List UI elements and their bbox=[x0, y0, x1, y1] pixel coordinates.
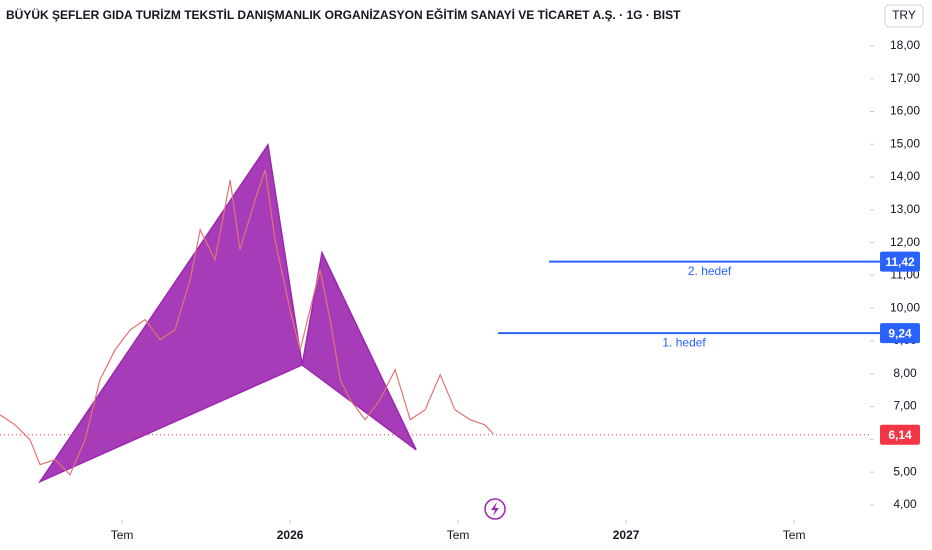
target-badge bbox=[880, 251, 920, 272]
last-price-label: 6,14 bbox=[888, 428, 912, 442]
y-tick-label: 5,00 bbox=[893, 464, 917, 478]
chart-title: BÜYÜK ŞEFLER GIDA TURİZM TEKSTİL DANIŞMA… bbox=[6, 7, 681, 22]
y-tick-label: 8,00 bbox=[893, 366, 917, 380]
y-tick-label: 4,00 bbox=[893, 497, 917, 511]
target-label: 1. hedef bbox=[662, 335, 706, 349]
y-tick-label: 13,00 bbox=[890, 202, 920, 216]
y-tick-label: 12,00 bbox=[890, 235, 920, 249]
y-tick-label: 15,00 bbox=[890, 136, 920, 150]
x-tick-label: Tem bbox=[783, 528, 806, 542]
x-tick-label: Tem bbox=[111, 528, 134, 542]
x-tick-label: Tem bbox=[447, 528, 470, 542]
pattern-triangle bbox=[301, 250, 417, 451]
y-tick-label: 7,00 bbox=[893, 399, 917, 413]
last-price-badge bbox=[880, 424, 920, 445]
target-badge bbox=[880, 323, 920, 344]
currency-label[interactable]: TRY bbox=[892, 8, 916, 22]
target-value-label: 9,24 bbox=[888, 326, 912, 340]
y-tick-label: 18,00 bbox=[890, 38, 920, 52]
x-tick-label: 2027 bbox=[613, 528, 640, 542]
target-label: 2. hedef bbox=[688, 264, 732, 278]
target-value-label: 11,42 bbox=[885, 255, 915, 269]
y-tick-label: 10,00 bbox=[890, 300, 920, 314]
y-tick-label: 14,00 bbox=[890, 169, 920, 183]
currency-button[interactable] bbox=[884, 4, 924, 28]
x-tick-label: 2026 bbox=[277, 528, 304, 542]
price-line bbox=[0, 169, 494, 476]
y-tick-label: 17,00 bbox=[890, 71, 920, 85]
alert-icon[interactable] bbox=[484, 498, 506, 520]
y-tick-label: 16,00 bbox=[890, 104, 920, 118]
